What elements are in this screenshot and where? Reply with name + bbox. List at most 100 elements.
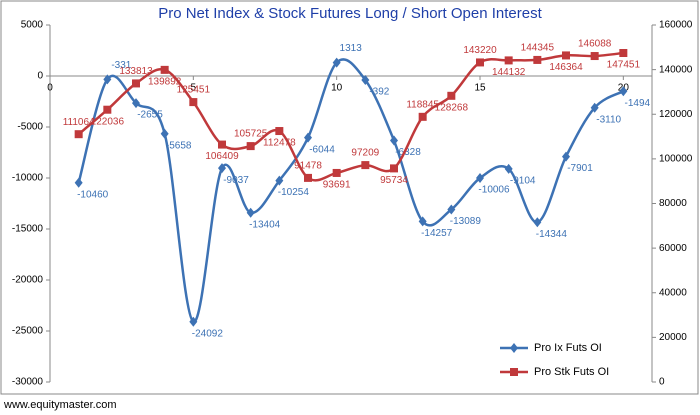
legend-label: Pro Ix Futs OI xyxy=(534,342,602,354)
marker xyxy=(361,74,370,85)
data-label: 146088 xyxy=(578,39,612,50)
chart-border xyxy=(0,0,699,395)
marker xyxy=(504,56,513,65)
y2-tick-label: 80000 xyxy=(659,198,687,209)
marker xyxy=(562,151,570,162)
marker xyxy=(619,86,628,97)
marker xyxy=(476,58,484,67)
marker xyxy=(74,130,83,139)
y2-tick-label: 120000 xyxy=(659,109,693,120)
data-label: 147451 xyxy=(607,60,641,71)
marker xyxy=(189,316,198,327)
data-label: 122036 xyxy=(91,116,125,127)
data-label: -3110 xyxy=(596,114,621,125)
marker xyxy=(332,57,341,68)
data-label: 144132 xyxy=(492,67,526,78)
data-label: -14344 xyxy=(536,229,568,240)
marker xyxy=(590,102,599,113)
data-label: 106409 xyxy=(205,151,239,162)
data-label: -24092 xyxy=(192,328,224,339)
footer: www.equitymaster.com xyxy=(3,399,116,411)
marker xyxy=(304,173,312,182)
marker xyxy=(619,48,628,57)
y2-tick-label: 140000 xyxy=(659,64,693,75)
data-label: -10006 xyxy=(478,185,510,196)
y2-tick-label: 160000 xyxy=(659,20,693,31)
series-line xyxy=(77,58,624,324)
data-label: -6044 xyxy=(309,144,335,155)
data-label: -2655 xyxy=(137,110,163,121)
data-label: 128268 xyxy=(435,102,469,113)
x-tick-label: 5 xyxy=(191,83,197,94)
marker xyxy=(275,127,284,136)
marker xyxy=(103,74,112,85)
data-label: 91478 xyxy=(294,161,322,172)
marker xyxy=(160,128,169,139)
marker xyxy=(74,177,83,188)
data-label: 105725 xyxy=(234,129,268,140)
marker xyxy=(504,163,513,174)
marker xyxy=(275,175,284,186)
marker xyxy=(590,52,599,61)
data-label: -5658 xyxy=(166,140,192,151)
y-tick-label: -25000 xyxy=(12,326,44,337)
data-label: 93691 xyxy=(323,180,351,191)
marker xyxy=(189,98,198,107)
y-tick-label: 5000 xyxy=(21,20,44,31)
data-label: 112478 xyxy=(263,138,296,149)
data-label: -10254 xyxy=(278,187,310,198)
data-label: 1313 xyxy=(340,43,363,54)
marker xyxy=(246,142,255,151)
marker xyxy=(476,173,484,184)
marker xyxy=(218,140,226,149)
data-label: 133813 xyxy=(119,66,153,77)
marker xyxy=(218,163,226,174)
marker xyxy=(160,65,169,74)
marker xyxy=(132,98,140,109)
data-label: -7901 xyxy=(567,163,593,174)
y-tick-label: 0 xyxy=(37,71,43,82)
legend-marker xyxy=(510,368,518,376)
x-tick-label: 0 xyxy=(47,83,53,94)
y2-tick-label: 0 xyxy=(659,377,665,388)
data-label: -9037 xyxy=(223,175,249,186)
marker xyxy=(533,217,542,228)
y-tick-label: -20000 xyxy=(12,275,44,286)
y-tick-label: -15000 xyxy=(12,224,44,235)
marker xyxy=(132,79,140,88)
data-label: 144345 xyxy=(521,43,555,54)
data-label: -9104 xyxy=(510,176,536,187)
data-label: 139892 xyxy=(148,77,182,88)
marker xyxy=(418,112,427,121)
data-label: -10460 xyxy=(77,189,109,200)
y2-tick-label: 20000 xyxy=(659,332,687,343)
y2-tick-label: 60000 xyxy=(659,243,687,254)
legend-label: Pro Stk Futs OI xyxy=(534,366,609,378)
legend-marker xyxy=(510,343,518,353)
marker xyxy=(447,204,456,215)
y-tick-label: -30000 xyxy=(12,377,44,388)
marker xyxy=(332,168,341,177)
data-label: 118845 xyxy=(406,99,439,110)
data-label: -1494 xyxy=(625,98,651,109)
y-tick-label: -10000 xyxy=(12,173,44,184)
x-tick-label: 10 xyxy=(331,83,343,94)
marker xyxy=(533,55,542,64)
data-label: 95734 xyxy=(380,175,408,186)
data-label: 146364 xyxy=(549,62,583,73)
marker xyxy=(103,105,112,114)
marker xyxy=(418,216,427,227)
y-tick-label: -5000 xyxy=(17,122,43,133)
data-label: -6328 xyxy=(395,147,421,158)
chart-title: Pro Net Index & Stock Futures Long / Sho… xyxy=(158,5,542,22)
x-tick-label: 15 xyxy=(474,83,486,94)
marker xyxy=(246,207,255,218)
data-label: 143220 xyxy=(463,45,497,56)
marker xyxy=(390,164,398,173)
data-label: 97209 xyxy=(351,148,379,159)
y2-tick-label: 40000 xyxy=(659,287,687,298)
data-label: -13404 xyxy=(249,219,281,230)
marker xyxy=(447,91,456,100)
marker xyxy=(562,51,570,60)
